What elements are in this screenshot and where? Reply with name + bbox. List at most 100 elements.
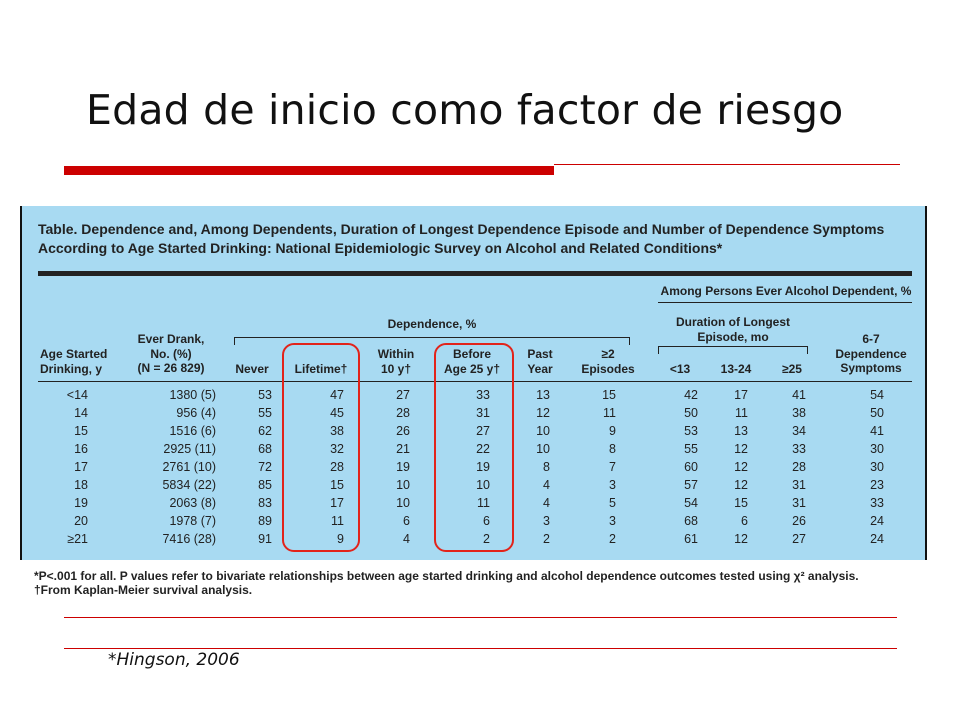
cell-never: 68: [258, 442, 272, 456]
table-row: 20 1978 (7) 89 11 6 6 3 3 68 6 26 24: [22, 514, 925, 532]
cell-within-10y: 4: [403, 532, 410, 546]
table-footnotes: *P<.001 for all. P values refer to bivar…: [34, 569, 859, 597]
duration-rule-right-tick: [807, 346, 808, 354]
cell-lifetime: 38: [330, 424, 344, 438]
cell-ge25: 33: [792, 442, 806, 456]
ever-header-line-3: (N = 26 829): [137, 361, 205, 375]
column-header-symptoms: 6-7 Dependence Symptoms: [828, 332, 914, 376]
among-dependent-header: Among Persons Ever Alcohol Dependent, %: [660, 284, 912, 298]
cell-episodes: 3: [609, 514, 616, 528]
cell-ever-drank: 5834 (22): [162, 478, 216, 492]
cell-age: 15: [74, 424, 88, 438]
cell-before-25: 2: [483, 532, 490, 546]
cell-within-10y: 10: [396, 496, 410, 510]
dependence-group-header: Dependence, %: [387, 317, 477, 331]
cell-within-10y: 21: [396, 442, 410, 456]
column-header-lifetime: Lifetime†: [294, 362, 348, 376]
table-row: 14 956 (4) 55 45 28 31 12 11 50 11 38 50: [22, 406, 925, 424]
cell-episodes: 5: [609, 496, 616, 510]
cell-never: 91: [258, 532, 272, 546]
duration-header-line-1: Duration of Longest: [676, 315, 790, 329]
cell-13-24: 15: [734, 496, 748, 510]
table-row: 18 5834 (22) 85 15 10 10 4 3 57 12 31 23: [22, 478, 925, 496]
column-header-ever-drank: Ever Drank, No. (%) (N = 26 829): [126, 332, 216, 376]
footnote-kaplan-meier: †From Kaplan-Meier survival analysis.: [34, 583, 253, 597]
cell-before-25: 6: [483, 514, 490, 528]
cell-episodes: 3: [609, 478, 616, 492]
column-header-within-10y: Within 10 y†: [368, 347, 424, 376]
cell-never: 89: [258, 514, 272, 528]
cell-episodes: 2: [609, 532, 616, 546]
before-header-line-1: Before: [452, 347, 491, 361]
cell-past-year: 12: [536, 406, 550, 420]
age-header-line-2: Drinking, y: [40, 361, 103, 376]
table-caption-line-2: According to Age Started Drinking: Natio…: [38, 240, 723, 256]
caption-rule: [38, 271, 912, 276]
cell-lt13: 53: [684, 424, 698, 438]
cell-episodes: 11: [603, 406, 616, 420]
table-caption-line-1: Table. Dependence and, Among Dependents,…: [38, 221, 885, 237]
cell-episodes: 9: [609, 424, 616, 438]
cell-13-24: 12: [734, 460, 748, 474]
cell-age: 14: [74, 406, 88, 420]
cell-lt13: 50: [684, 406, 698, 420]
slide-title: Edad de inicio como factor de riesgo: [86, 86, 844, 134]
cell-lt13: 42: [684, 388, 698, 402]
cell-within-10y: 27: [396, 388, 410, 402]
cell-ever-drank: 2761 (10): [162, 460, 216, 474]
before-header-line-2: Age 25 y†: [443, 361, 501, 376]
cell-symptoms: 50: [870, 406, 884, 420]
among-dependent-rule: [658, 302, 912, 303]
lifetime-highlight-box: [282, 343, 360, 552]
footnote-p-value: *P<.001 for all. P values refer to bivar…: [34, 569, 859, 583]
cell-ever-drank: 956 (4): [176, 406, 216, 420]
cell-ever-drank: 1978 (7): [169, 514, 216, 528]
cell-past-year: 4: [543, 478, 550, 492]
title-underline-bar: [64, 166, 554, 175]
cell-ever-drank: 1516 (6): [169, 424, 216, 438]
cell-lifetime: 32: [330, 442, 344, 456]
cell-never: 72: [258, 460, 272, 474]
cell-lt13: 68: [684, 514, 698, 528]
cell-lt13: 61: [684, 532, 698, 546]
within-header-line-2: 10 y†: [380, 361, 412, 376]
duration-header-line-2: Episode, mo: [697, 329, 769, 344]
duration-rule-left-tick: [658, 346, 659, 354]
episodes-header-line-1: ≥2: [601, 347, 615, 361]
cell-episodes: 15: [602, 388, 616, 402]
data-table-panel: Table. Dependence and, Among Dependents,…: [20, 206, 927, 560]
cell-ge25: 31: [792, 478, 806, 492]
cell-before-25: 19: [476, 460, 490, 474]
cell-lt13: 54: [684, 496, 698, 510]
cell-ge25: 27: [792, 532, 806, 546]
cell-ever-drank: 2925 (11): [163, 442, 216, 456]
cell-ge25: 41: [792, 388, 806, 402]
cell-lifetime: 17: [330, 496, 344, 510]
cell-never: 53: [258, 388, 272, 402]
bottom-rule-upper: [64, 617, 897, 618]
cell-symptoms: 24: [870, 532, 884, 546]
table-row: 16 2925 (11) 68 32 21 22 10 8 55 12 33 30: [22, 442, 925, 460]
cell-13-24: 17: [734, 388, 748, 402]
cell-age: 16: [74, 442, 88, 456]
cell-13-24: 13: [734, 424, 748, 438]
cell-lifetime: 11: [331, 514, 344, 528]
cell-within-10y: 19: [396, 460, 410, 474]
column-header-never: Never: [235, 362, 269, 376]
table-row: 17 2761 (10) 72 28 19 19 8 7 60 12 28 30: [22, 460, 925, 478]
cell-13-24: 11: [735, 406, 748, 420]
cell-13-24: 6: [741, 514, 748, 528]
within-header-line-1: Within: [377, 347, 415, 361]
cell-never: 85: [258, 478, 272, 492]
duration-group-rule: [658, 346, 808, 347]
table-row: ≥21 7416 (28) 91 9 4 2 2 2 61 12 27 24: [22, 532, 925, 550]
source-citation: *Hingson, 2006: [108, 650, 240, 670]
cell-symptoms: 24: [870, 514, 884, 528]
dependence-group-rule: [234, 337, 630, 338]
cell-symptoms: 23: [870, 478, 884, 492]
before-25-highlight-box: [434, 343, 514, 552]
cell-13-24: 12: [734, 532, 748, 546]
cell-13-24: 12: [734, 478, 748, 492]
cell-past-year: 2: [543, 532, 550, 546]
ever-header-line-1: Ever Drank,: [137, 332, 205, 346]
